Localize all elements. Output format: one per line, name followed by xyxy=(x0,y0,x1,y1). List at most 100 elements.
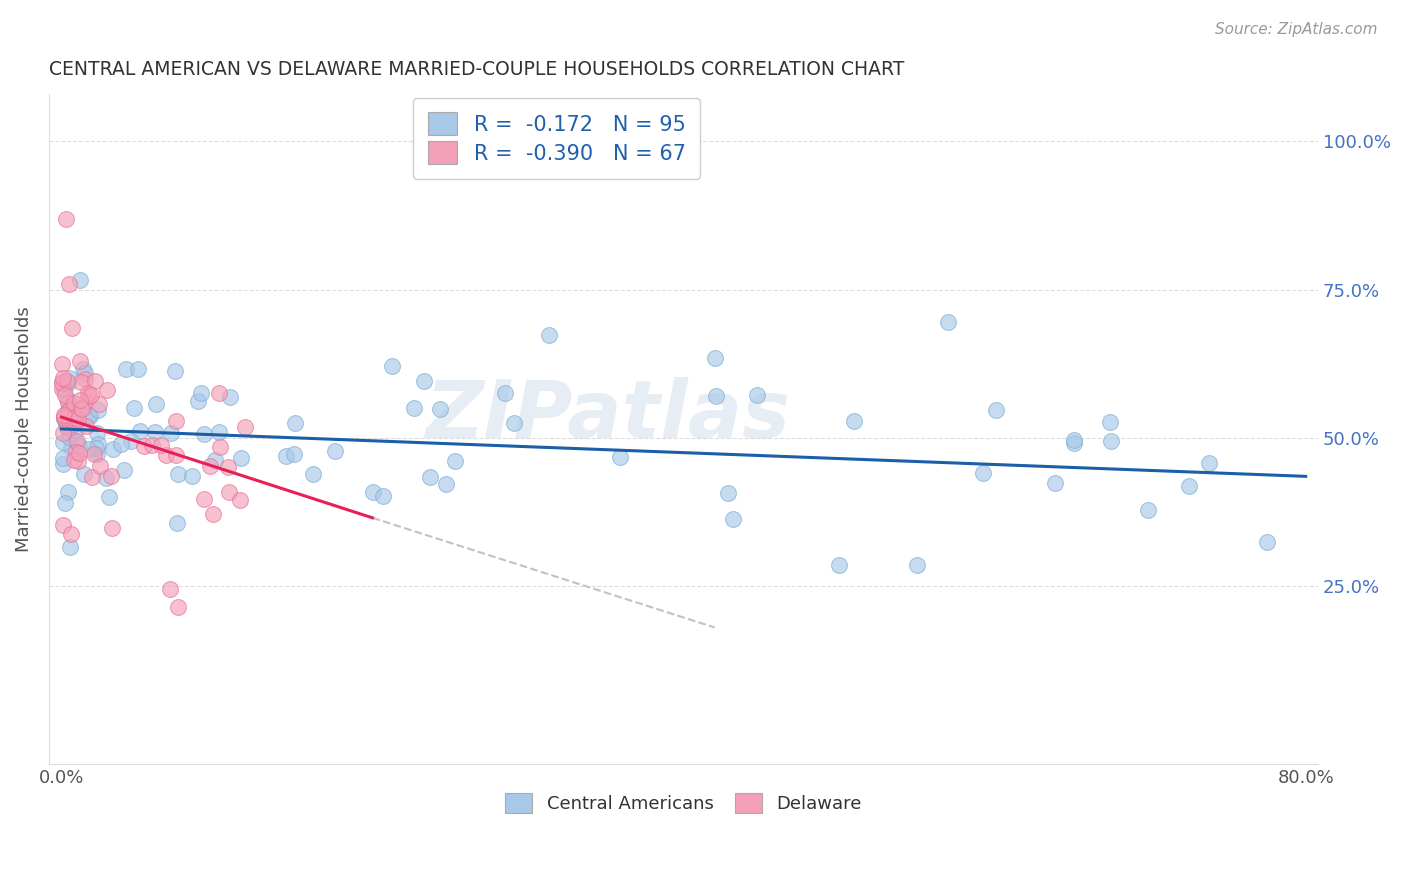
Point xyxy=(381,359,404,373)
Point xyxy=(972,467,994,481)
Point xyxy=(66,453,89,467)
Point xyxy=(96,471,118,485)
Point xyxy=(58,277,80,291)
Point xyxy=(63,405,86,419)
Point xyxy=(609,450,631,465)
Point xyxy=(79,408,101,422)
Point xyxy=(502,416,524,430)
Point xyxy=(53,388,76,402)
Point xyxy=(51,358,73,372)
Legend: Central Americans, Delaware: Central Americans, Delaware xyxy=(496,784,872,822)
Point xyxy=(165,414,187,428)
Point xyxy=(60,320,83,334)
Point xyxy=(87,437,110,451)
Point xyxy=(219,390,242,404)
Point xyxy=(229,450,252,465)
Point xyxy=(65,423,87,437)
Point xyxy=(65,444,87,458)
Point xyxy=(419,470,441,484)
Point xyxy=(229,492,252,507)
Point xyxy=(77,386,100,401)
Point xyxy=(101,521,124,535)
Point xyxy=(52,425,75,440)
Point xyxy=(202,507,225,521)
Point xyxy=(56,376,79,390)
Point xyxy=(86,441,108,455)
Point xyxy=(52,411,75,425)
Point xyxy=(217,459,239,474)
Point xyxy=(155,448,177,462)
Point xyxy=(166,516,188,531)
Point xyxy=(70,375,93,389)
Point xyxy=(55,417,77,432)
Point xyxy=(63,415,86,429)
Point xyxy=(1099,434,1122,449)
Point xyxy=(145,397,167,411)
Point xyxy=(59,527,82,541)
Point xyxy=(198,458,221,473)
Point xyxy=(59,403,82,417)
Point xyxy=(66,434,89,448)
Point xyxy=(1198,456,1220,470)
Point xyxy=(1063,433,1085,447)
Point xyxy=(52,451,75,466)
Point xyxy=(63,396,86,410)
Point xyxy=(208,425,231,439)
Point xyxy=(984,403,1007,417)
Point xyxy=(723,511,745,525)
Point xyxy=(204,453,226,467)
Point xyxy=(59,541,82,555)
Point xyxy=(717,486,740,500)
Point xyxy=(58,370,80,384)
Point xyxy=(444,454,467,468)
Point xyxy=(936,315,959,329)
Point xyxy=(283,447,305,461)
Point xyxy=(412,374,434,388)
Point xyxy=(150,438,173,452)
Point xyxy=(100,469,122,483)
Point xyxy=(828,558,851,573)
Point xyxy=(120,434,142,448)
Point xyxy=(128,424,150,438)
Point xyxy=(193,427,215,442)
Point xyxy=(75,418,97,433)
Point xyxy=(56,485,79,500)
Point xyxy=(82,470,104,484)
Point xyxy=(72,361,94,376)
Point xyxy=(363,484,385,499)
Point xyxy=(58,429,80,443)
Point xyxy=(52,409,75,424)
Point xyxy=(181,468,204,483)
Point xyxy=(167,467,190,482)
Point xyxy=(56,405,79,419)
Point xyxy=(63,417,86,432)
Point xyxy=(1177,479,1199,493)
Point xyxy=(63,452,86,467)
Point xyxy=(52,382,75,396)
Point xyxy=(101,442,124,456)
Point xyxy=(69,353,91,368)
Point xyxy=(434,477,457,491)
Point xyxy=(75,394,97,409)
Point xyxy=(143,425,166,440)
Text: ZIPatlas: ZIPatlas xyxy=(425,376,790,455)
Point xyxy=(703,351,725,365)
Point xyxy=(73,467,96,481)
Point xyxy=(1098,416,1121,430)
Point xyxy=(235,419,257,434)
Point xyxy=(844,415,866,429)
Point xyxy=(53,408,76,422)
Point xyxy=(218,485,240,500)
Point xyxy=(127,362,149,376)
Point xyxy=(51,382,73,396)
Point xyxy=(1136,502,1159,516)
Point xyxy=(165,364,187,378)
Point xyxy=(77,442,100,457)
Point xyxy=(193,491,215,506)
Point xyxy=(429,402,451,417)
Point xyxy=(70,401,93,416)
Point xyxy=(141,438,163,452)
Text: Source: ZipAtlas.com: Source: ZipAtlas.com xyxy=(1215,22,1378,37)
Point xyxy=(69,273,91,287)
Point xyxy=(1063,435,1085,450)
